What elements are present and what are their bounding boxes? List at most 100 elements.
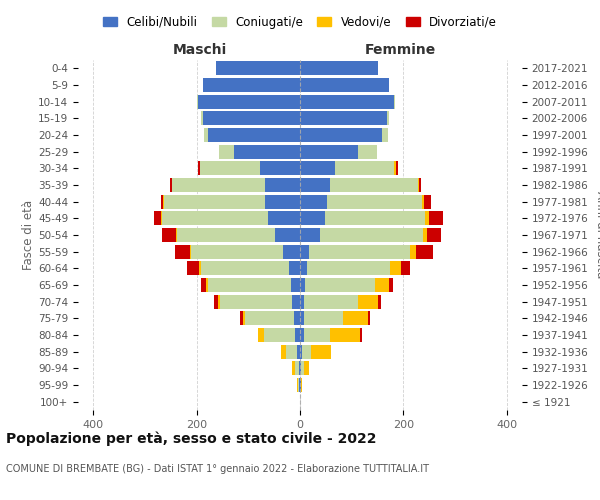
Bar	[176, 228, 177, 242]
Bar	[214, 294, 218, 308]
Bar	[200, 161, 260, 176]
Bar	[300, 178, 330, 192]
Bar	[295, 328, 300, 342]
Bar	[394, 94, 395, 109]
Text: Popolazione per età, sesso e stato civile - 2022: Popolazione per età, sesso e stato civil…	[6, 431, 377, 446]
Bar	[419, 178, 421, 192]
Bar	[203, 78, 300, 92]
Bar	[382, 128, 388, 142]
Bar	[300, 61, 379, 76]
Bar	[197, 94, 198, 109]
Bar	[175, 244, 190, 259]
Bar	[423, 228, 427, 242]
Bar	[199, 261, 201, 276]
Bar	[170, 178, 172, 192]
Text: Femmine: Femmine	[364, 42, 436, 56]
Bar	[242, 311, 245, 326]
Bar	[292, 294, 300, 308]
Bar	[378, 294, 381, 308]
Legend: Celibi/Nubili, Coniugati/e, Vedovi/e, Divorziati/e: Celibi/Nubili, Coniugati/e, Vedovi/e, Di…	[98, 11, 502, 34]
Bar	[410, 244, 416, 259]
Bar	[265, 178, 300, 192]
Bar	[424, 194, 431, 209]
Bar	[154, 211, 161, 226]
Bar	[201, 112, 203, 126]
Bar	[164, 194, 265, 209]
Bar	[239, 311, 242, 326]
Bar	[390, 261, 401, 276]
Bar	[304, 294, 358, 308]
Bar	[201, 261, 289, 276]
Bar	[330, 178, 418, 192]
Bar	[330, 328, 360, 342]
Bar	[389, 278, 394, 292]
Bar	[302, 344, 311, 358]
Bar	[198, 94, 300, 109]
Bar	[300, 278, 305, 292]
Bar	[300, 94, 394, 109]
Bar	[300, 261, 307, 276]
Bar	[300, 361, 301, 376]
Bar	[187, 261, 199, 276]
Text: Maschi: Maschi	[173, 42, 227, 56]
Bar	[300, 144, 358, 159]
Bar	[161, 194, 163, 209]
Bar	[208, 278, 291, 292]
Bar	[298, 378, 299, 392]
Bar	[300, 328, 304, 342]
Bar	[307, 261, 390, 276]
Bar	[294, 311, 300, 326]
Bar	[177, 228, 275, 242]
Bar	[268, 211, 300, 226]
Bar	[394, 161, 395, 176]
Bar	[360, 328, 362, 342]
Bar	[264, 328, 295, 342]
Bar	[401, 261, 410, 276]
Bar	[260, 161, 300, 176]
Bar	[300, 161, 335, 176]
Bar	[191, 244, 283, 259]
Bar	[220, 294, 292, 308]
Bar	[201, 278, 206, 292]
Bar	[275, 228, 300, 242]
Bar	[311, 344, 331, 358]
Bar	[358, 144, 377, 159]
Bar	[309, 244, 410, 259]
Bar	[162, 211, 268, 226]
Bar	[418, 178, 419, 192]
Bar	[300, 244, 309, 259]
Bar	[305, 278, 375, 292]
Bar	[300, 194, 327, 209]
Bar	[161, 228, 176, 242]
Bar	[161, 211, 162, 226]
Bar	[190, 244, 191, 259]
Bar	[428, 211, 443, 226]
Bar	[300, 294, 304, 308]
Bar	[304, 328, 330, 342]
Bar	[217, 61, 300, 76]
Bar	[335, 161, 394, 176]
Bar	[283, 244, 300, 259]
Bar	[281, 344, 286, 358]
Text: COMUNE DI BREMBATE (BG) - Dati ISTAT 1° gennaio 2022 - Elaborazione TUTTITALIA.I: COMUNE DI BREMBATE (BG) - Dati ISTAT 1° …	[6, 464, 429, 474]
Bar	[301, 378, 302, 392]
Bar	[301, 361, 304, 376]
Bar	[427, 228, 442, 242]
Bar	[245, 311, 294, 326]
Bar	[300, 228, 320, 242]
Bar	[218, 294, 220, 308]
Bar	[368, 311, 370, 326]
Bar	[304, 361, 309, 376]
Bar	[327, 194, 422, 209]
Bar	[257, 328, 264, 342]
Bar	[300, 112, 387, 126]
Bar	[422, 194, 424, 209]
Bar	[234, 144, 300, 159]
Bar	[425, 211, 428, 226]
Bar	[320, 228, 423, 242]
Bar	[358, 294, 378, 308]
Bar	[416, 244, 433, 259]
Bar	[395, 161, 398, 176]
Bar	[204, 128, 208, 142]
Bar	[325, 211, 425, 226]
